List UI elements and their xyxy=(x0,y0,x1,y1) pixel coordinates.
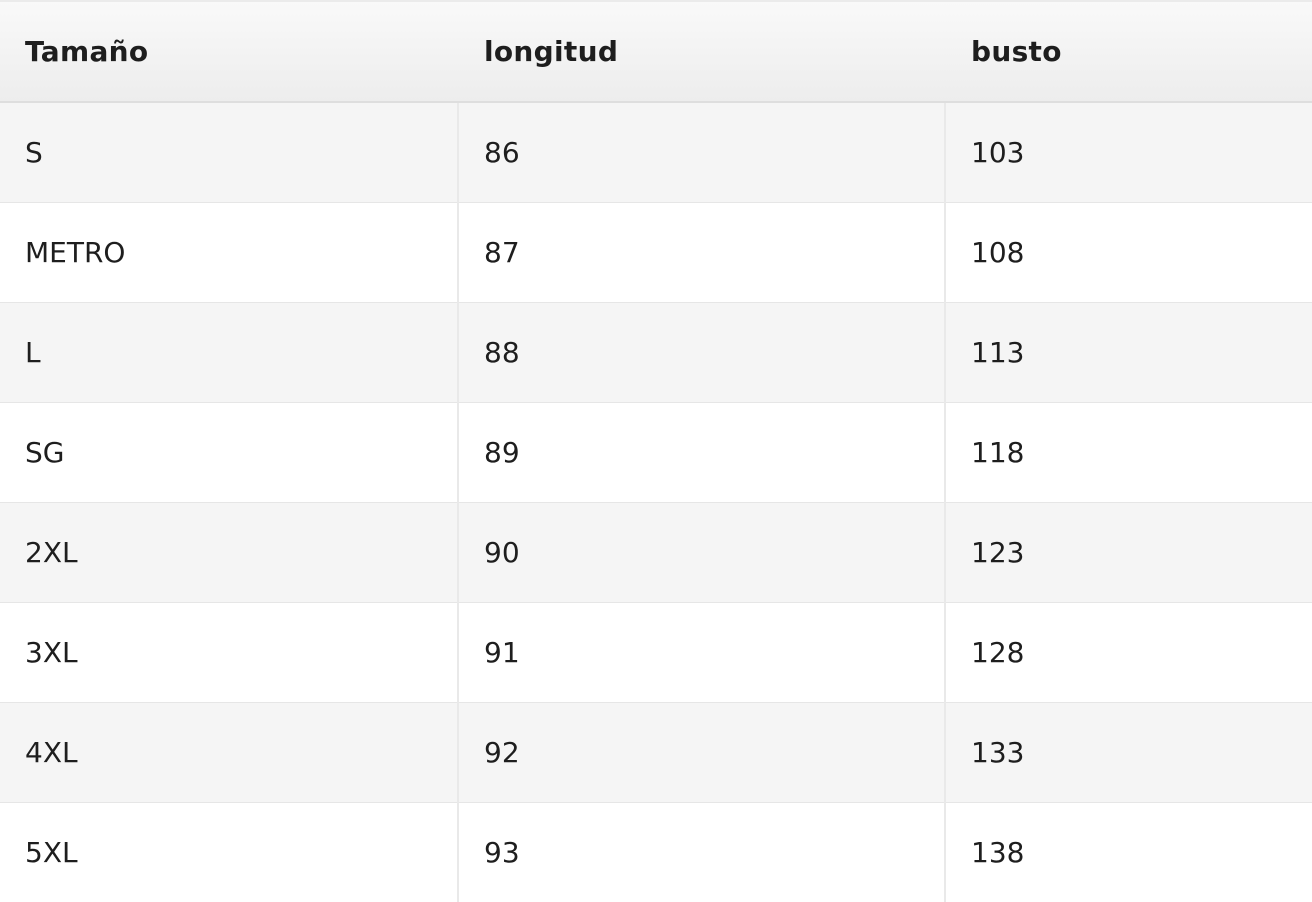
table-cell: 86 xyxy=(457,101,945,202)
table-cell: 138 xyxy=(944,801,1312,902)
table-cell: 92 xyxy=(457,701,945,802)
table-row: 5XL 93 138 xyxy=(0,801,1312,902)
table-cell: 93 xyxy=(457,801,945,902)
table-body: S 86 103 METRO 87 108 L 88 113 SG 89 118 2XL 90 123 3XL… xyxy=(0,101,1312,902)
table-row: 3XL 91 128 xyxy=(0,601,1312,702)
table-cell: 3XL xyxy=(0,601,458,702)
table-row: SG 89 118 xyxy=(0,401,1312,502)
table-cell: METRO xyxy=(0,201,458,302)
table-cell: 88 xyxy=(457,301,945,402)
table-header: Tamaño longitud busto xyxy=(0,0,1312,103)
table-cell: 123 xyxy=(944,501,1312,602)
table-row: METRO 87 108 xyxy=(0,201,1312,302)
table-cell: 113 xyxy=(944,301,1312,402)
table-row: 4XL 92 133 xyxy=(0,701,1312,802)
table-cell: 4XL xyxy=(0,701,458,802)
table-cell: 2XL xyxy=(0,501,458,602)
table-cell: 108 xyxy=(944,201,1312,302)
table-cell: SG xyxy=(0,401,458,502)
table-row: S 86 103 xyxy=(0,101,1312,202)
header-cell: longitud xyxy=(458,0,945,103)
table-cell: 133 xyxy=(944,701,1312,802)
table-cell: 90 xyxy=(457,501,945,602)
table-cell: L xyxy=(0,301,458,402)
header-row: Tamaño longitud busto xyxy=(0,0,1312,103)
header-cell: Tamaño xyxy=(0,0,458,103)
table-cell: 128 xyxy=(944,601,1312,702)
table-cell: 89 xyxy=(457,401,945,502)
table-cell: 87 xyxy=(457,201,945,302)
header-cell: busto xyxy=(945,0,1312,103)
table-row: L 88 113 xyxy=(0,301,1312,402)
table-cell: 5XL xyxy=(0,801,458,902)
table-cell: 91 xyxy=(457,601,945,702)
table-row: 2XL 90 123 xyxy=(0,501,1312,602)
table-cell: S xyxy=(0,101,458,202)
table-cell: 118 xyxy=(944,401,1312,502)
table-cell: 103 xyxy=(944,101,1312,202)
